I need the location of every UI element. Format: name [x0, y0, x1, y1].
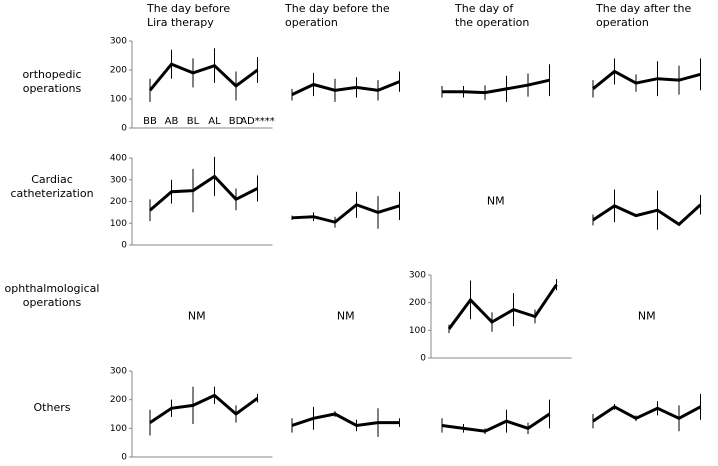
line [291, 412, 400, 428]
y-tick-label: 100 [110, 95, 127, 105]
line [592, 203, 702, 227]
y-tick-label: 200 [110, 395, 127, 405]
y-tick-label: 0 [121, 453, 127, 463]
x-tick-label: BL [187, 116, 200, 127]
line [291, 203, 400, 224]
row-label: orthopedic [22, 68, 81, 81]
column-title: the operation [455, 16, 529, 29]
column-title: The day before the [284, 2, 390, 15]
column-title: Lira therapy [147, 16, 214, 29]
row-label: operations [23, 82, 82, 95]
row-label: ophthalmological [5, 282, 100, 295]
y-tick-label: 200 [409, 298, 426, 308]
x-tick-label: BD [229, 116, 244, 127]
column-title: operation [596, 16, 649, 29]
column-title: operation [285, 16, 338, 29]
x-tick-label: AL [208, 116, 221, 127]
y-tick-label: 100 [409, 326, 426, 336]
line [447, 283, 558, 330]
line [149, 174, 259, 212]
y-tick-label: 0 [121, 124, 127, 134]
y-tick-label: 300 [110, 37, 127, 47]
y-tick-label: 300 [409, 271, 426, 281]
y-tick-label: 200 [110, 66, 127, 76]
y-tick-label: 0 [420, 354, 426, 364]
line [149, 393, 259, 424]
x-tick-label: AB [165, 116, 179, 127]
column-title: The day of [454, 2, 514, 15]
nm-label: NM [337, 310, 355, 323]
line [592, 405, 702, 423]
line [442, 78, 550, 95]
y-tick-label: 400 [110, 154, 127, 164]
column-title: The day after the [595, 2, 691, 15]
row-label: Others [34, 401, 71, 414]
row-label: catheterization [10, 187, 93, 200]
x-tick-label: BB [143, 116, 157, 127]
column-title: The day before [146, 2, 230, 15]
line [441, 412, 551, 433]
line [148, 62, 259, 92]
y-tick-label: 200 [110, 197, 127, 207]
row-label: operations [23, 296, 82, 309]
line [291, 80, 401, 97]
row-label: Cardiac [31, 173, 73, 186]
nm-label: NM [188, 310, 206, 323]
y-tick-label: 300 [110, 175, 127, 185]
y-tick-label: 0 [121, 241, 127, 251]
y-tick-label: 100 [110, 424, 127, 434]
x-tick-label: AD**** [240, 116, 275, 127]
y-tick-label: 300 [110, 367, 127, 377]
nm-label: NM [487, 195, 505, 208]
nm-label: NM [638, 310, 656, 323]
y-tick-label: 100 [110, 219, 127, 229]
line [592, 69, 701, 91]
